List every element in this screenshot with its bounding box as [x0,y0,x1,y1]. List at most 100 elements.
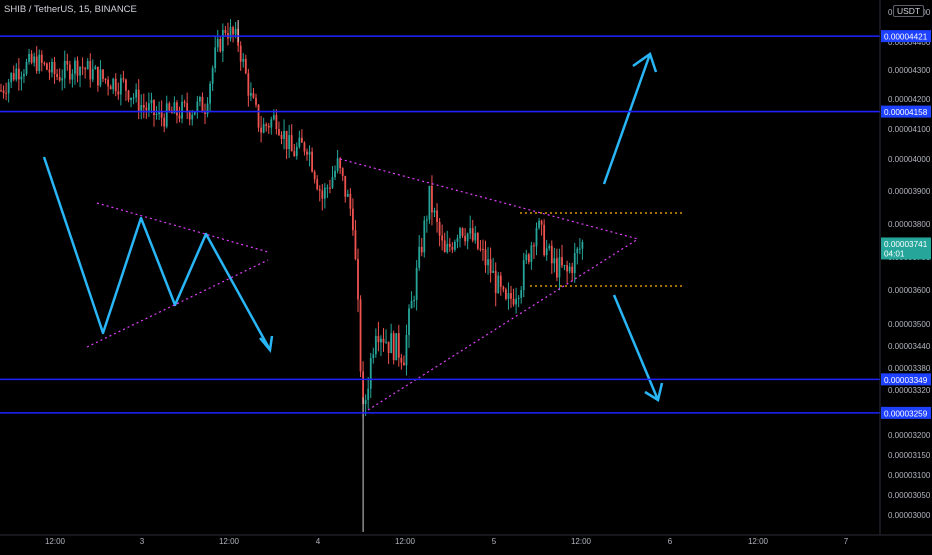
currency-tag[interactable]: USDT [893,5,925,17]
candle [451,242,454,254]
candle [247,68,250,107]
svg-text:0.00004158: 0.00004158 [884,108,928,117]
candle [224,26,227,37]
time-tick-label: 12:00 [395,537,416,546]
candle [5,82,7,101]
candle [7,78,10,103]
level-price-label: 0.00003349 [881,373,931,386]
candle [341,167,344,181]
candle [479,240,482,252]
price-tick-label: 0.00004000 [888,155,931,164]
candle [431,175,433,226]
candle [239,41,242,71]
candle [196,96,199,119]
breakout-up-arrow [602,53,652,185]
candle [206,97,209,118]
candle [359,295,362,378]
candle [2,85,5,99]
candle [556,248,558,282]
candle [25,58,28,76]
candle [548,243,551,251]
candle [415,260,418,311]
candle [413,295,415,308]
candle [183,99,186,108]
candle [459,226,461,248]
price-tick-label: 0.00003440 [888,342,931,351]
candle [295,142,298,160]
level-price-label: 0.00004421 [881,30,931,43]
candle [298,130,301,149]
candle [392,330,395,365]
candle [550,240,553,274]
level-labels-layer: 0.00004421 0.00004158 0.00003349 0.00003259 [881,30,931,419]
candle [553,247,556,273]
price-tick-label: 0.00004400 [888,38,931,47]
candle [530,241,533,270]
candle [499,271,502,296]
left-triangle-top [96,202,269,253]
candle [216,30,219,52]
candle [387,341,390,365]
candle [244,54,247,75]
candle [543,219,546,257]
candle [104,78,107,84]
candle [211,65,214,92]
candle [17,58,20,91]
candle [515,287,517,314]
candle [181,94,183,124]
time-tick-label: 6 [668,537,673,546]
svg-text:0.00004421: 0.00004421 [884,33,928,42]
time-tick-label: 4 [316,537,321,546]
candle [316,175,319,191]
candle [510,285,512,308]
breakdown-arrow [612,294,660,401]
candle [158,101,160,120]
candle [91,59,94,83]
candle [372,347,375,364]
candle [267,122,270,134]
candles-layer [0,19,584,532]
candle [563,264,566,271]
level-price-label: 0.00004158 [881,105,931,118]
candle [132,93,135,105]
candle [403,355,405,366]
candle [127,89,130,103]
candle [204,103,206,125]
candle [170,106,173,114]
triangle-upper-line [339,158,639,240]
candle [288,124,291,159]
candle [68,60,71,84]
price-scale[interactable]: 0.000045000.000044000.000043000.00004200… [879,0,931,535]
candle [227,22,229,46]
candle [374,328,377,358]
candle [576,246,579,265]
candle [428,185,431,224]
candle [484,240,487,273]
candle [471,219,474,243]
candle [306,148,308,161]
candle [255,93,257,108]
candle [71,69,74,88]
price-tick-label: 0.00003380 [888,364,931,373]
candle [581,239,584,260]
candle [313,169,316,184]
candle [535,222,538,256]
symbol-title: SHIB / TetherUS, 15, BINANCE [4,4,137,15]
candle [119,74,122,106]
candle [46,62,48,71]
candle [410,291,413,309]
candle [545,239,548,261]
breakout-up-arrow-head [632,52,658,73]
candle [43,61,46,66]
time-axis[interactable]: 12:00 3 12:00 4 12:00 5 12:00 6 12:00 7 [0,534,932,546]
candle [232,25,234,43]
candle [540,219,543,236]
price-tick-label: 0.00003800 [888,220,931,229]
candle [321,183,324,211]
candle [221,23,224,63]
candle [395,333,398,361]
candle [265,122,268,132]
